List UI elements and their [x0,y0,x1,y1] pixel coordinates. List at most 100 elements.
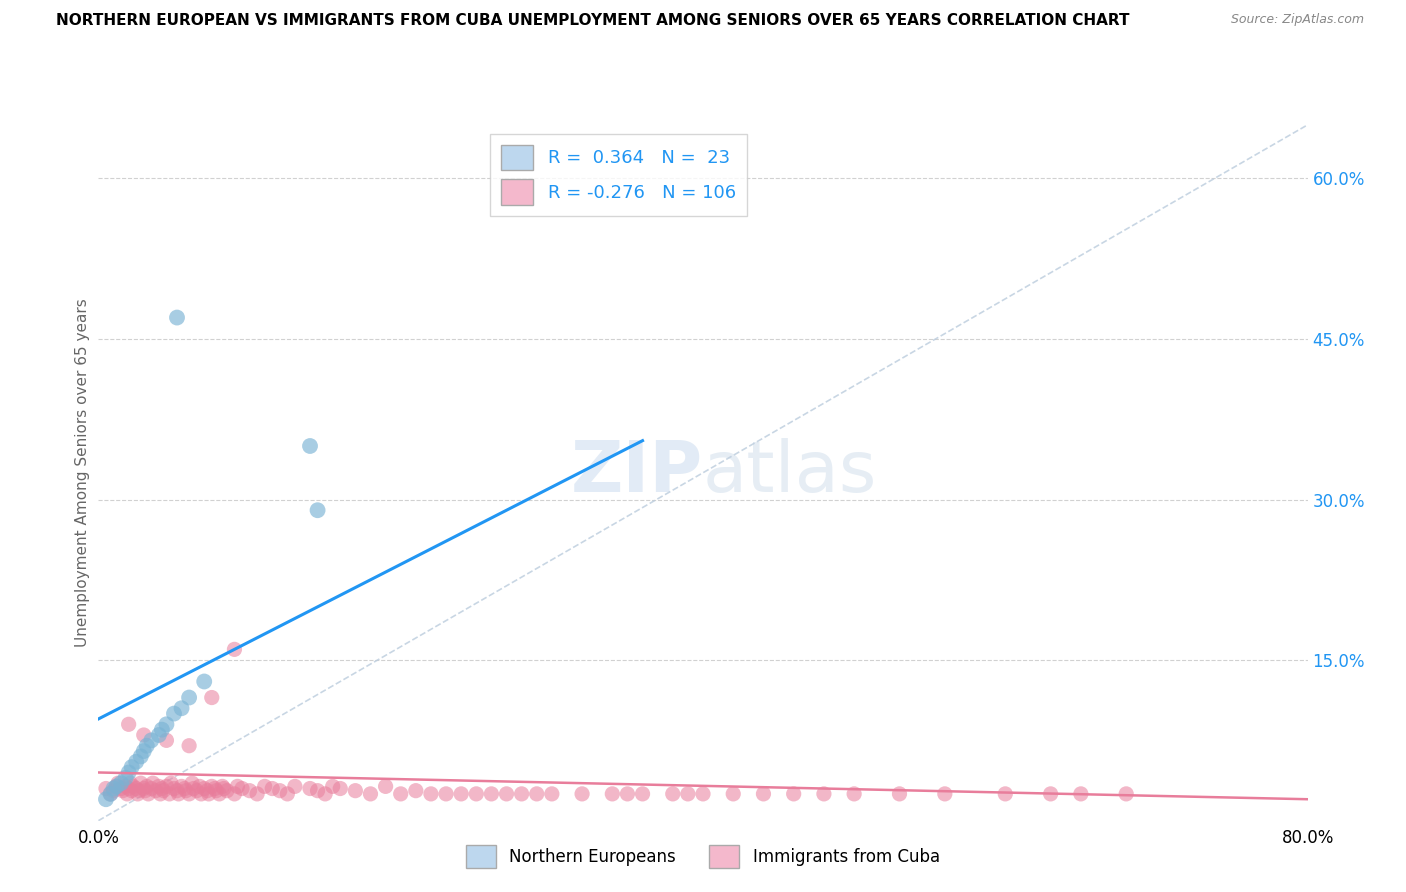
Point [224,642,246,657]
Point [405,783,427,797]
Point [205,783,228,797]
Point [723,787,745,801]
Point [155,733,177,747]
Point [100,787,122,801]
Point [145,783,167,797]
Point [127,787,149,801]
Point [226,780,249,794]
Point [183,781,205,796]
Point [163,781,186,796]
Point [374,780,396,794]
Point [208,787,231,801]
Point [166,783,188,797]
Point [125,781,148,796]
Point [149,787,172,801]
Point [510,787,533,801]
Point [135,739,157,753]
Point [246,787,269,801]
Point [204,781,226,796]
Point [135,780,157,794]
Point [193,674,215,689]
Point [299,781,322,796]
Point [1070,787,1092,801]
Point [110,776,132,790]
Point [329,781,352,796]
Point [813,787,835,801]
Point [141,781,163,796]
Point [150,723,173,737]
Point [181,776,204,790]
Point [224,787,246,801]
Point [107,776,129,790]
Text: atlas: atlas [703,438,877,508]
Text: ZIP: ZIP [571,438,703,508]
Point [121,783,143,797]
Point [114,771,136,785]
Point [526,787,548,801]
Point [160,776,183,790]
Point [163,706,186,721]
Point [201,690,224,705]
Point [465,787,488,801]
Point [155,780,177,794]
Point [132,781,155,796]
Point [111,783,134,797]
Point [118,781,141,796]
Point [495,787,517,801]
Point [269,783,291,797]
Point [132,728,155,742]
Legend: Northern Europeans, Immigrants from Cuba: Northern Europeans, Immigrants from Cuba [460,838,946,875]
Point [314,787,336,801]
Point [616,787,638,801]
Text: NORTHERN EUROPEAN VS IMMIGRANTS FROM CUBA UNEMPLOYMENT AMONG SENIORS OVER 65 YEA: NORTHERN EUROPEAN VS IMMIGRANTS FROM CUB… [56,13,1130,29]
Point [307,503,329,517]
Point [889,787,911,801]
Point [148,728,170,742]
Point [783,787,806,801]
Point [115,787,138,801]
Point [299,439,322,453]
Point [148,780,170,794]
Point [128,783,150,797]
Point [481,787,503,801]
Point [994,787,1017,801]
Point [262,781,284,796]
Point [136,787,159,801]
Point [450,787,472,801]
Point [152,783,174,797]
Point [239,783,262,797]
Point [121,760,143,774]
Point [389,787,412,801]
Point [118,765,141,780]
Point [105,780,128,794]
Point [179,690,201,705]
Point [155,717,177,731]
Y-axis label: Unemployment Among Seniors over 65 years: Unemployment Among Seniors over 65 years [75,299,90,647]
Point [173,781,195,796]
Point [118,717,141,731]
Point [110,781,132,796]
Point [174,783,197,797]
Point [179,787,201,801]
Point [676,787,699,801]
Point [231,781,253,796]
Point [134,783,156,797]
Point [215,783,238,797]
Point [170,780,193,794]
Point [167,787,190,801]
Point [150,781,173,796]
Point [170,701,193,715]
Point [197,787,219,801]
Point [190,787,212,801]
Point [186,783,208,797]
Point [571,787,593,801]
Point [159,787,181,801]
Point [276,787,298,801]
Point [141,733,163,747]
Point [253,780,276,794]
Point [188,780,211,794]
Point [105,780,128,794]
Point [122,780,145,794]
Point [692,787,714,801]
Point [129,749,152,764]
